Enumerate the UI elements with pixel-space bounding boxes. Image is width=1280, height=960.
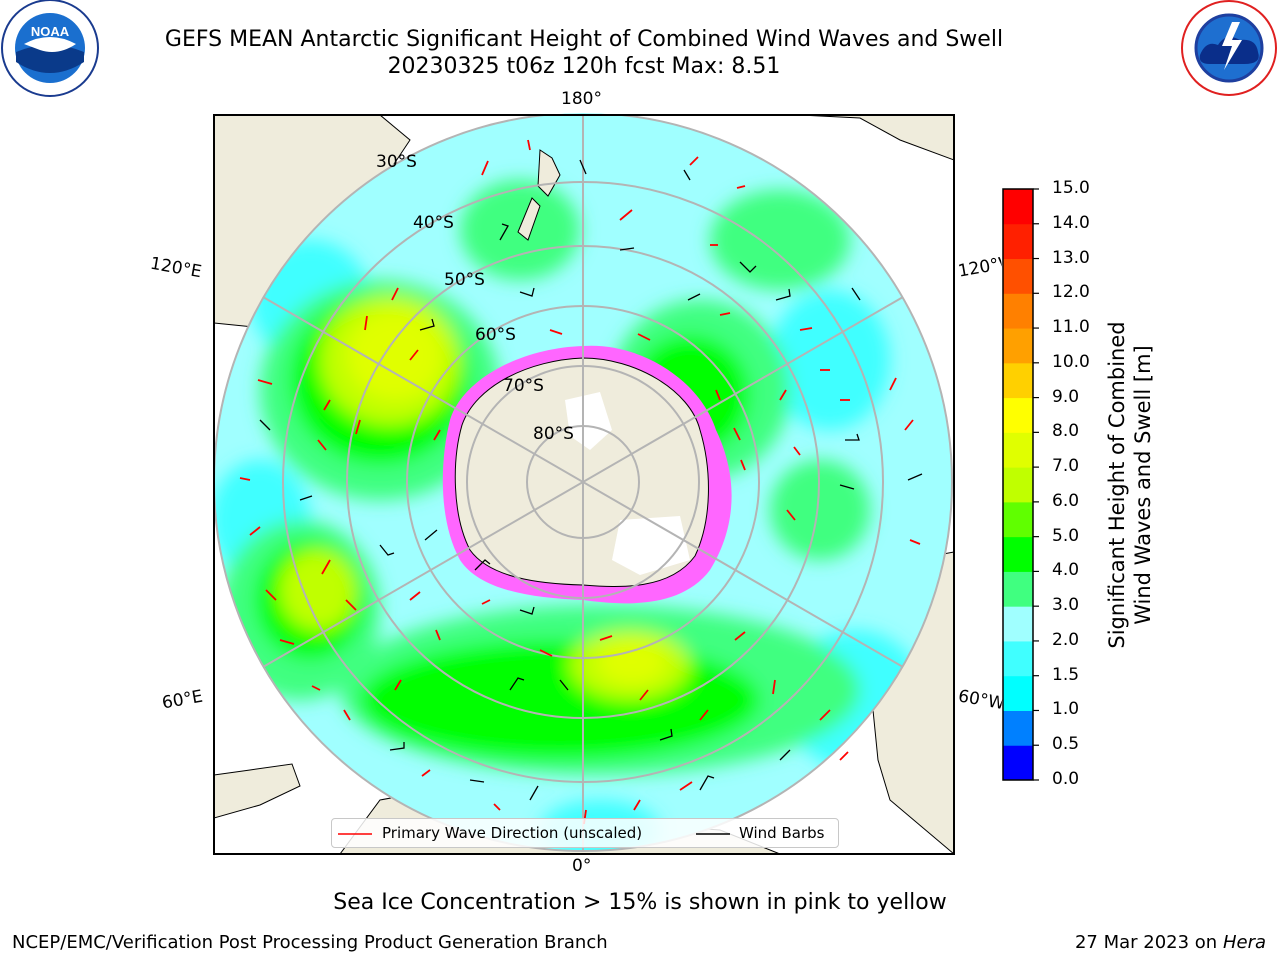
map-frame bbox=[213, 114, 955, 855]
primary-wave-arrows bbox=[239, 139, 921, 825]
colorbar-box bbox=[1003, 536, 1033, 572]
colorbar-box bbox=[1003, 675, 1033, 711]
wave-height-field bbox=[214, 113, 952, 851]
lat-label-30s: 30°S bbox=[376, 152, 417, 172]
legend-wind-barbs: Wind Barbs bbox=[739, 824, 825, 842]
colorbar-tick-label: 6.0 bbox=[1052, 490, 1080, 511]
colorbar-tick-label: 1.5 bbox=[1052, 664, 1080, 685]
colorbar-tick-label: 10.0 bbox=[1052, 351, 1090, 372]
colorbar-box bbox=[1003, 362, 1033, 399]
colorbar-tick-label: 14.0 bbox=[1052, 212, 1090, 233]
title-line-2: 20230325 t06z 120h fcst Max: 8.51 bbox=[387, 54, 781, 79]
colorbar-tick-label: 9.0 bbox=[1052, 386, 1080, 407]
lat-label-80s: 80°S bbox=[533, 424, 574, 444]
colorbar-tick-label: 12.0 bbox=[1052, 282, 1090, 303]
colorbar-box bbox=[1003, 467, 1033, 503]
colorbar-tick-label: 1.0 bbox=[1052, 699, 1080, 720]
nws-logo bbox=[1181, 0, 1277, 96]
colorbar-tick-label: 4.0 bbox=[1052, 560, 1080, 581]
wind-barbs bbox=[259, 159, 923, 801]
colorbar-box bbox=[1003, 640, 1033, 677]
colorbar-box bbox=[1003, 432, 1033, 468]
colorbar-tick-label: 2.0 bbox=[1052, 629, 1080, 650]
graticule bbox=[214, 115, 953, 852]
map-legend: Primary Wave Direction (unscaled) Wind B… bbox=[331, 818, 839, 848]
legend-primary-wave: Primary Wave Direction (unscaled) bbox=[382, 824, 643, 842]
colorbar-tick-label: 7.0 bbox=[1052, 456, 1080, 477]
lon-label-180: 180° bbox=[561, 89, 602, 109]
noaa-logo: NOAA bbox=[1, 0, 99, 97]
sea-ice-caption: Sea Ice Concentration > 15% is shown in … bbox=[333, 890, 947, 915]
colorbar-title: Significant Height of Combined Wind Wave… bbox=[1105, 321, 1155, 649]
title-line-1: GEFS MEAN Antarctic Significant Height o… bbox=[164, 27, 1004, 52]
footer-date: 27 Mar 2023 on Hera bbox=[1074, 932, 1266, 953]
colorbar-box bbox=[1003, 189, 1033, 225]
colorbar-box bbox=[1003, 223, 1033, 260]
colorbar-box bbox=[1003, 258, 1033, 294]
colorbar-box bbox=[1003, 397, 1033, 433]
colorbar-box bbox=[1003, 501, 1033, 538]
colorbar bbox=[1003, 189, 1033, 781]
colorbar-tick-label: 0.5 bbox=[1052, 734, 1080, 755]
lat-label-50s: 50°S bbox=[444, 270, 485, 290]
footer-credit: NCEP/EMC/Verification Post Processing Pr… bbox=[12, 932, 608, 953]
colorbar-tick-label: 3.0 bbox=[1052, 595, 1080, 616]
colorbar-tick-label: 0.0 bbox=[1052, 769, 1080, 789]
colorbar-box bbox=[1003, 293, 1033, 329]
lat-label-60s: 60°S bbox=[475, 325, 516, 345]
colorbar-box bbox=[1003, 328, 1033, 364]
colorbar-box bbox=[1003, 606, 1033, 642]
colorbar-box bbox=[1003, 571, 1033, 607]
colorbar-tick-label: 8.0 bbox=[1052, 421, 1080, 442]
colorbar-tick-label: 11.0 bbox=[1052, 317, 1090, 338]
lon-label-0: 0° bbox=[572, 856, 592, 876]
colorbar-tick-label: 13.0 bbox=[1052, 247, 1090, 268]
lat-label-70s: 70°S bbox=[503, 376, 544, 396]
colorbar-tick-label: 5.0 bbox=[1052, 525, 1080, 546]
noaa-logo-text: NOAA bbox=[31, 24, 70, 39]
colorbar-tick-label: 15.0 bbox=[1052, 178, 1090, 198]
colorbar-box bbox=[1003, 710, 1033, 746]
lat-label-40s: 40°S bbox=[413, 213, 454, 233]
colorbar-box bbox=[1003, 745, 1033, 781]
